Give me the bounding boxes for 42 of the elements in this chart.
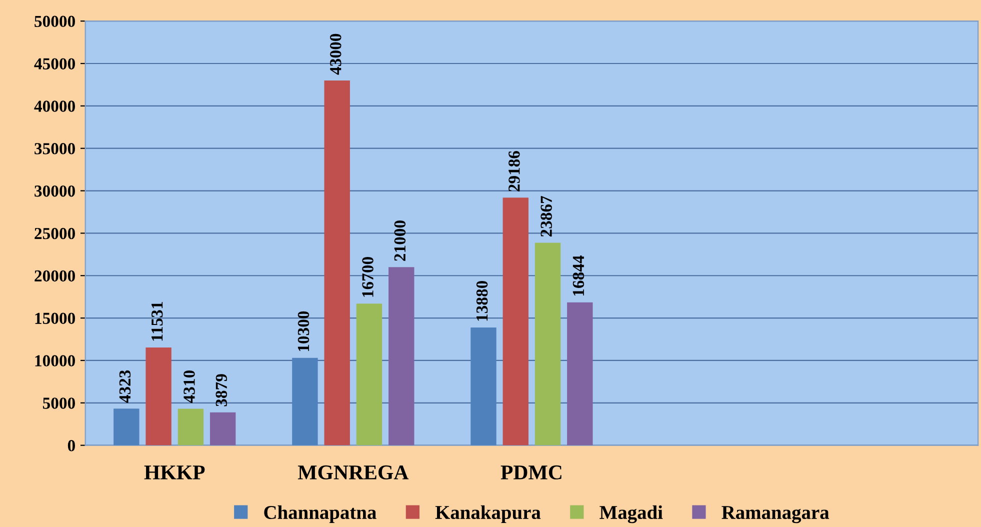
bar [502,198,528,446]
data-label: 23867 [540,196,552,237]
data-label: 43000 [330,34,342,75]
legend-label: Channapatna [264,505,376,523]
y-tick-label: 45000 [34,58,75,70]
y-tick-label: 35000 [34,143,75,154]
bar [210,412,236,446]
bar [470,328,496,446]
legend-label: Magadi [600,505,663,524]
bar [114,408,140,446]
data-label: 11531 [152,302,163,341]
data-label: 4310 [184,370,195,403]
y-tick-label: 0 [68,440,75,452]
bar [146,347,172,446]
data-label: 4323 [119,370,131,403]
data-label: 16700 [362,257,374,297]
y-tick-label: 25000 [34,228,75,240]
x-tick-label: HKKP [144,466,205,480]
y-tick-label: 40000 [34,100,75,112]
y-tick-label: 20000 [34,270,75,282]
legend-label: Kanakapura [435,505,541,523]
x-tick-label: MGNREGA [298,465,409,480]
bar [567,302,593,446]
bar [324,80,350,446]
bar [292,358,318,446]
bar [356,304,382,446]
y-tick-label: 5000 [42,398,75,409]
y-tick-label: 50000 [34,16,75,28]
data-label: 21000 [394,220,406,261]
legend-label: Ramanagara [722,506,830,524]
x-tick-label: PDMC [500,465,562,480]
y-tick-label: 30000 [34,185,75,197]
data-label: 10300 [298,311,310,352]
bar [388,267,414,446]
data-label: 16844 [572,255,584,296]
data-label: 13880 [476,280,488,321]
data-label: 3879 [216,374,227,406]
data-label: 29186 [508,150,520,192]
y-tick-label: 15000 [35,312,75,324]
bar [178,408,204,446]
y-tick-label: 10000 [35,355,75,366]
bar [534,242,561,446]
